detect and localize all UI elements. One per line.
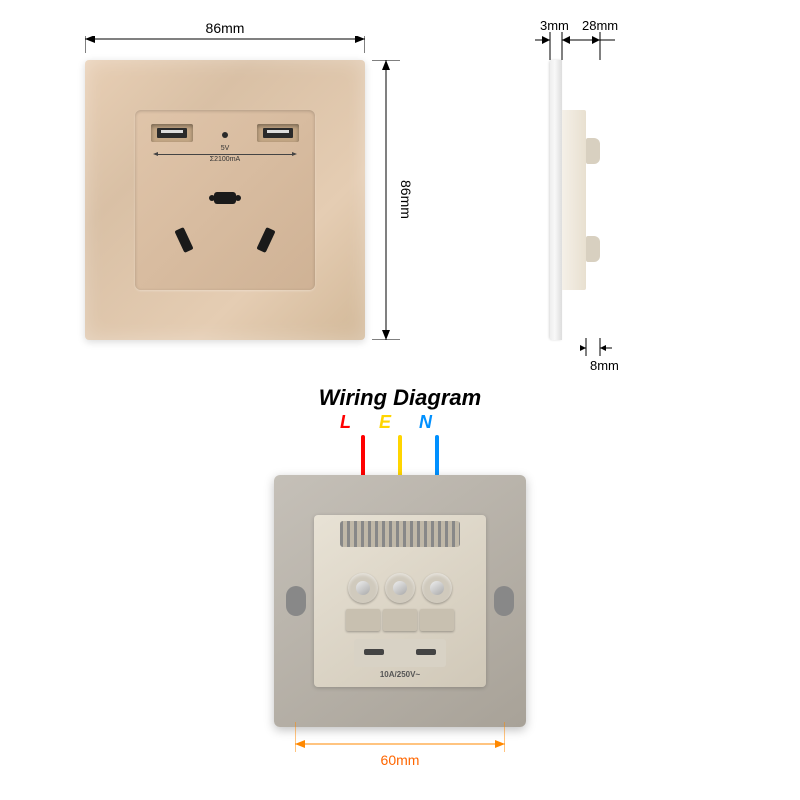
front-panel: 5V Σ2100mA [85,60,365,340]
dim-clip-label: 8mm [590,358,619,373]
mount-hole-right [494,586,514,616]
dim-mounting-label: 60mm [295,752,505,768]
back-inner: 10A/250V~ [314,515,486,687]
label-l: L [340,412,379,432]
dim-front-height-label: 86mm [398,180,414,219]
usb-spec-arrow [157,154,293,155]
neutral-hole [256,227,275,253]
terminal-l-screw [348,573,378,603]
side-clip-top [586,138,600,164]
label-e: E [379,412,419,432]
usb-port-right [257,124,299,142]
terminal-e-screw [385,573,415,603]
side-back-box [562,110,586,290]
side-clip-bottom [586,236,600,262]
usb-port-left [151,124,193,142]
dim-front-width-label: 86mm [85,20,365,36]
side-face-plate [550,60,562,340]
back-panel: 10A/250V~ [274,475,526,727]
len-labels: LEN [0,412,800,433]
terminal-n-screw [422,573,452,603]
vent-slots [340,521,460,547]
label-n: N [419,412,460,432]
indicator-led [222,132,228,138]
socket-inner-panel: 5V Σ2100mA [135,110,315,290]
ground-hole [214,192,236,204]
dim-face-thickness-label: 3mm [540,18,569,33]
wiring-title: Wiring Diagram [0,385,800,411]
bottom-block [354,639,446,667]
usb-voltage: 5V [135,145,315,152]
live-hole [174,227,193,253]
dim-back-depth-label: 28mm [582,18,618,33]
terminal-block-l [346,609,380,631]
mount-hole-left [286,586,306,616]
terminal-block-e [383,609,417,631]
rating-label: 10A/250V~ [314,670,486,679]
terminal-block-n [420,609,454,631]
usb-current: Σ2100mA [135,156,315,163]
